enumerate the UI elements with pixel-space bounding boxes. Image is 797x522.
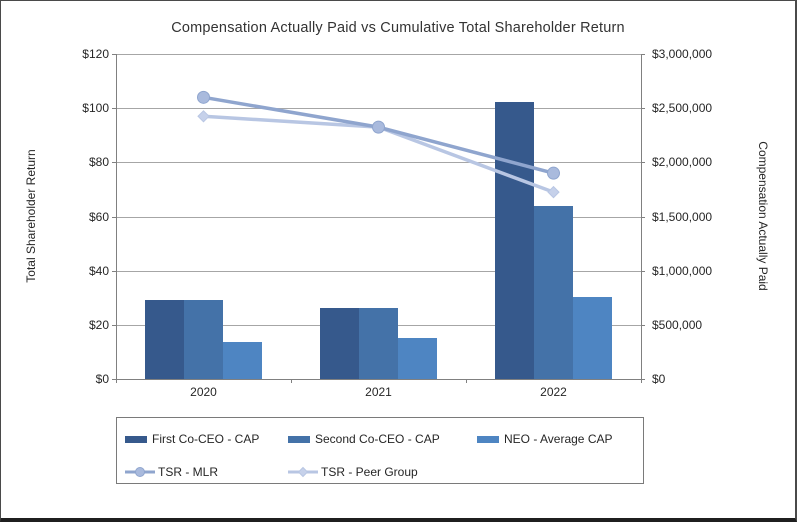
left-axis-tick — [112, 379, 116, 380]
left-axis-tick-label: $40 — [88, 264, 109, 278]
bar-neo-average-cap — [398, 337, 438, 379]
right-axis-tick-label: $1,000,000 — [652, 264, 713, 278]
tsr-mlr-line-swatch-icon — [125, 466, 155, 478]
left-axis-tick-label: $80 — [88, 155, 109, 169]
legend-item-second-co-ceo-cap: Second Co-CEO - CAP — [288, 431, 440, 447]
x-axis-label: 2020 — [190, 385, 217, 399]
chart-title: Compensation Actually Paid vs Cumulative… — [171, 20, 625, 36]
right-axis-tick — [641, 325, 645, 326]
bar-first-co-ceo-cap — [319, 307, 359, 379]
x-axis-label: 2021 — [365, 385, 392, 399]
legend-label: TSR - Peer Group — [321, 465, 418, 479]
left-axis-tick-label: $100 — [82, 101, 109, 115]
line-layer — [197, 90, 560, 199]
right-axis-tick — [641, 54, 645, 55]
left-axis-tick-label: $60 — [88, 210, 109, 224]
gridline — [116, 54, 641, 55]
right-axis-tick — [641, 162, 645, 163]
neo-average-cap-swatch-icon — [477, 435, 499, 443]
legend-item-first-co-ceo-cap: First Co-CEO - CAP — [125, 431, 259, 447]
legend: First Co-CEO - CAP Second Co-CEO - CAP N… — [116, 417, 644, 484]
diamond-marker-icon — [197, 110, 210, 123]
legend-line-glyph — [125, 467, 155, 477]
gridline — [116, 217, 641, 218]
left-axis-tick — [112, 325, 116, 326]
x-axis-label: 2022 — [540, 385, 567, 399]
bar-first-co-ceo-cap — [144, 299, 184, 379]
second-co-ceo-cap-swatch-icon — [288, 435, 310, 443]
right-axis-tick-label: $2,000,000 — [652, 155, 713, 169]
right-axis-tick-label: $3,000,000 — [652, 47, 713, 61]
left-axis-tick-label: $0 — [95, 372, 109, 386]
left-axis-tick — [112, 217, 116, 218]
right-axis-tick — [641, 217, 645, 218]
bar-first-co-ceo-cap — [494, 101, 534, 379]
legend-item-neo-average-cap: NEO - Average CAP — [477, 431, 613, 447]
right-axis-tick-label: $2,500,000 — [652, 101, 713, 115]
left-axis-tick — [112, 162, 116, 163]
right-axis-tick — [641, 379, 645, 380]
left-axis-tick — [112, 108, 116, 109]
left-axis-tick — [112, 54, 116, 55]
bar-second-co-ceo-cap — [183, 299, 224, 379]
x-axis-tick — [291, 379, 292, 383]
legend-label: TSR - MLR — [158, 465, 218, 479]
gridline — [116, 162, 641, 163]
x-axis-tick — [466, 379, 467, 383]
right-axis-tick-label: $0 — [652, 372, 666, 386]
right-axis-tick — [641, 108, 645, 109]
right-axis-tick-label: $1,500,000 — [652, 210, 713, 224]
bar-second-co-ceo-cap — [533, 205, 574, 379]
left-axis-tick — [112, 271, 116, 272]
tsr-peer-group-line-swatch-icon — [288, 466, 318, 478]
bar-second-co-ceo-cap — [358, 307, 399, 379]
legend-item-tsr-mlr: TSR - MLR — [125, 464, 218, 480]
right-axis-title: Compensation Actually Paid — [756, 141, 770, 291]
legend-label: Second Co-CEO - CAP — [315, 432, 440, 446]
legend-label: First Co-CEO - CAP — [152, 432, 260, 446]
legend-label: NEO - Average CAP — [504, 432, 613, 446]
bar-neo-average-cap — [223, 342, 263, 379]
left-axis-tick-label: $20 — [88, 318, 109, 332]
line-tsr-mlr — [203, 95, 554, 175]
first-co-ceo-cap-swatch-icon — [125, 435, 147, 443]
diamond-marker-icon — [547, 185, 560, 199]
x-axis-line — [116, 379, 641, 380]
left-axis-line — [116, 54, 117, 380]
right-axis-tick — [641, 271, 645, 272]
circle-marker-icon — [372, 120, 385, 134]
left-axis-title: Total Shareholder Return — [24, 149, 38, 283]
x-axis-tick — [641, 379, 642, 383]
x-axis-tick — [116, 379, 117, 383]
circle-marker-icon — [197, 90, 210, 104]
plot-area — [116, 54, 642, 380]
legend-line-glyph — [288, 466, 318, 478]
gridline — [116, 271, 641, 272]
gridline — [116, 108, 641, 109]
legend-item-tsr-peer-group: TSR - Peer Group — [288, 464, 418, 480]
bar-neo-average-cap — [573, 296, 613, 379]
circle-marker-icon — [547, 166, 560, 180]
left-axis-tick-label: $120 — [82, 47, 109, 61]
right-axis-tick-label: $500,000 — [652, 318, 703, 332]
